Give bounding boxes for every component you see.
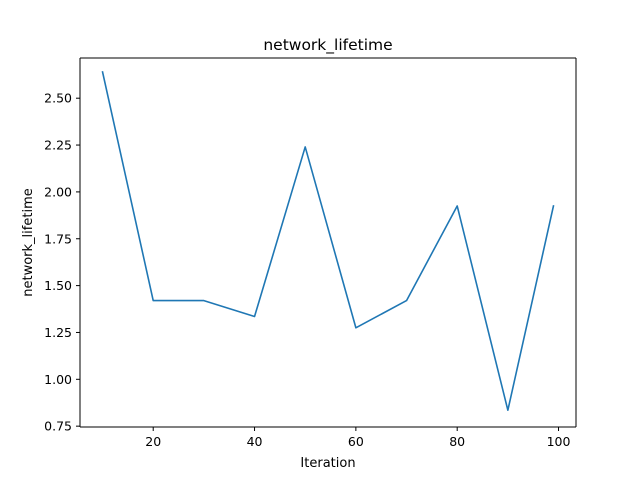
y-tick-label: 1.25 <box>44 325 72 340</box>
plot-area <box>79 57 577 428</box>
y-tick-label: 0.75 <box>44 419 72 434</box>
y-tick-label: 1.00 <box>44 372 72 387</box>
y-axis: 0.75 1.00 1.25 1.50 1.75 2.00 2.25 2.50 <box>44 91 80 434</box>
series-line <box>101 71 555 412</box>
y-tick-label: 2.50 <box>44 91 72 106</box>
y-tick-label: 2.00 <box>44 184 72 199</box>
y-tick-label: 1.50 <box>44 278 72 293</box>
x-tick-label: 20 <box>145 434 161 449</box>
x-tick-label: 80 <box>449 434 465 449</box>
x-tick-label: 40 <box>247 434 263 449</box>
x-tick-label: 60 <box>348 434 364 449</box>
plot-spines <box>79 57 577 428</box>
x-axis: 20 40 60 80 100 <box>145 427 570 449</box>
plot-frame <box>80 58 576 427</box>
y-tick-label: 2.25 <box>44 138 72 153</box>
series-layer <box>101 71 555 412</box>
x-axis-label: Iteration <box>300 456 355 471</box>
y-axis-label: network_lifetime <box>21 188 36 296</box>
x-tick-label: 100 <box>547 434 571 449</box>
chart-title: network_lifetime <box>263 36 392 55</box>
y-tick-label: 1.75 <box>44 231 72 246</box>
